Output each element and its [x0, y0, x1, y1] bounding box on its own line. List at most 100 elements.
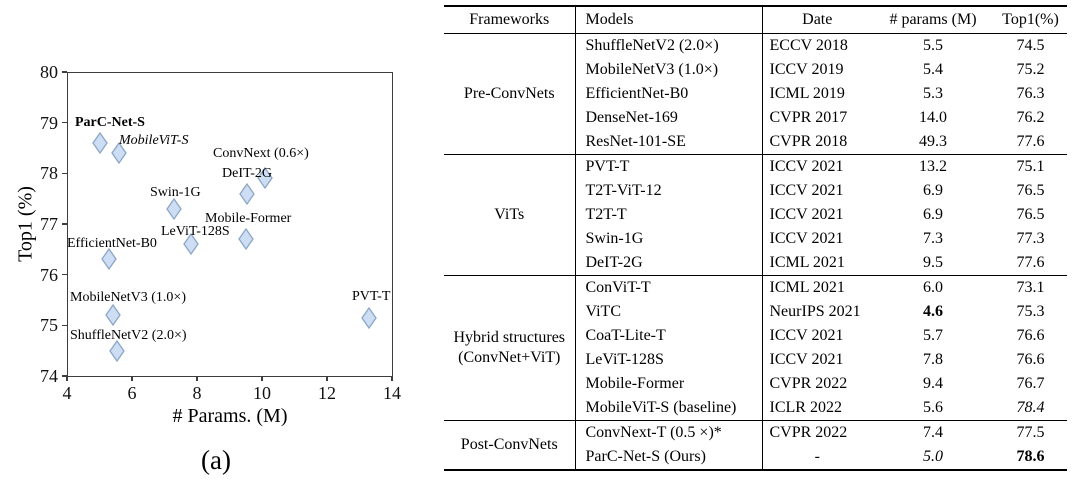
figure-a-caption: (a) — [201, 445, 231, 475]
params-cell: 6.0 — [872, 275, 994, 300]
y-tick-mark — [61, 172, 67, 175]
table-row: Swin-1G ICCV 2021 7.3 77.3 — [444, 227, 1067, 251]
y-tick-label: 77 — [40, 214, 58, 234]
top1-cell: 76.3 — [1016, 85, 1045, 102]
table-row: T2T-ViT-12 ICCV 2021 6.9 76.5 — [444, 179, 1067, 203]
y-tick-label: 79 — [40, 112, 58, 133]
params-cell: 5.4 — [923, 61, 943, 78]
point-label: LeViT-128S — [161, 224, 230, 239]
top1-cell: 76.7 — [1016, 375, 1045, 392]
top1-cell: 77.6 — [1016, 133, 1045, 150]
column-header-top1: Top1(%) — [1002, 11, 1059, 28]
scatter-point — [237, 228, 254, 251]
params-cell: 9.5 — [923, 254, 943, 271]
table-figure: Frameworks Models Date # params (M) Top1… — [444, 5, 1067, 471]
point-label: PVT-T — [352, 289, 391, 304]
results-table: Frameworks Models Date # params (M) Top1… — [444, 5, 1067, 471]
params-cell: 5.0 — [923, 448, 943, 465]
model-cell: DenseNet-169 — [575, 106, 763, 130]
top1-cell: 75.3 — [1016, 303, 1045, 320]
model-cell: ConvNext-T (0.5 ×)* — [575, 420, 763, 445]
table-row: Pre-ConvNets ShuffleNetV2 (2.0×) ECCV 2018… — [444, 33, 1067, 155]
table-row: Mobile-Former CVPR 2022 9.4 76.7 — [444, 372, 1067, 396]
scatter-point — [109, 339, 126, 362]
table-header-row: Frameworks Models Date # params (M) Top1… — [444, 6, 1067, 34]
x-tick-mark — [261, 376, 263, 381]
model-cell: MobileViT-S (baseline) — [575, 396, 763, 421]
y-tick-mark — [61, 71, 67, 73]
date-cell: ICCV 2021 — [762, 154, 872, 179]
column-header-params: # params (M) — [889, 11, 977, 28]
table-row: MobileNetV3 (1.0×) ICCV 2019 5.4 75.2 — [444, 58, 1067, 82]
y-tick-label: 80 — [40, 62, 58, 82]
framework-cell: Pre-ConvNets — [444, 33, 576, 155]
top1-cell: 76.2 — [1016, 109, 1045, 126]
scatter-point — [182, 233, 199, 256]
scatter-point — [239, 182, 256, 205]
date-cell: ICCV 2019 — [769, 61, 844, 78]
table-row: Hybrid structures (ConvNet+ViT) ConViT-T I… — [444, 275, 1067, 421]
date-cell: CVPR 2018 — [769, 133, 848, 150]
top1-cell: 77.6 — [1016, 254, 1045, 271]
x-tick-label: 6 — [127, 383, 137, 403]
model-cell: MobileNetV3 (1.0×) — [575, 58, 763, 82]
table-row: ParC-Net-S (Ours) - 5.0 78.6 — [444, 445, 1067, 470]
date-cell: ICCV 2021 — [769, 351, 844, 368]
params-cell: 49.3 — [919, 133, 947, 150]
framework-cell: Post-ConvNets — [444, 420, 576, 470]
params-cell: 7.8 — [923, 351, 943, 368]
model-cell: ShuffleNetV2 (2.0×) — [575, 33, 763, 58]
scatter-point — [166, 197, 183, 220]
y-tick-label: 78 — [40, 163, 58, 184]
y-tick-label: 74 — [40, 366, 58, 386]
date-cell: CVPR 2022 — [769, 375, 848, 392]
date-cell: - — [814, 448, 820, 465]
top1-cell: 75.2 — [1016, 61, 1045, 78]
top1-cell: 74.5 — [994, 33, 1067, 58]
params-cell: 7.3 — [923, 230, 943, 247]
table-row: T2T-T ICCV 2021 6.9 76.5 — [444, 203, 1067, 227]
scatter-point — [361, 306, 378, 329]
framework-cell: Hybrid structures (ConvNet+ViT) — [444, 275, 576, 421]
x-tick-label: 4 — [62, 383, 72, 403]
top1-cell: 78.4 — [1016, 399, 1045, 416]
params-cell: 5.6 — [923, 399, 943, 416]
plot-area — [67, 72, 393, 377]
date-cell: ICCV 2021 — [769, 206, 844, 223]
y-tick-mark — [61, 121, 67, 124]
x-tick-label: 8 — [192, 383, 202, 403]
params-cell: 9.4 — [923, 375, 943, 392]
date-cell: NeurIPS 2021 — [769, 303, 861, 320]
y-tick-mark — [61, 223, 67, 225]
point-label: MobileViT-S — [119, 133, 189, 148]
column-header-frameworks: Frameworks — [444, 6, 576, 34]
model-cell: Mobile-Former — [575, 372, 763, 396]
date-cell: ICLR 2022 — [769, 399, 842, 416]
y-tick-label: 75 — [40, 315, 58, 336]
table-row: EfficientNet-B0 ICML 2019 5.3 76.3 — [444, 82, 1067, 106]
top1-cell: 76.5 — [1016, 206, 1045, 223]
scatter-point — [257, 167, 274, 190]
point-label: Swin-1G — [150, 185, 201, 200]
point-label: EfficientNet-B0 — [67, 236, 157, 251]
scatter-point — [111, 141, 127, 165]
y-tick-mark — [61, 375, 67, 377]
top1-cell: 76.6 — [1016, 327, 1045, 344]
model-cell: T2T-ViT-12 — [575, 179, 763, 203]
x-tick-mark — [391, 376, 393, 381]
x-tick-label: 14 — [383, 383, 401, 403]
column-header-date: Date — [802, 11, 833, 28]
table-row: ViTs PVT-T ICCV 2021 13.2 75.1 — [444, 154, 1067, 276]
point-label: ShuffleNetV2 (2.0×) — [70, 328, 187, 343]
top1-cell: 77.5 — [994, 420, 1067, 445]
model-cell: CoaT-Lite-T — [575, 324, 763, 348]
params-cell: 7.4 — [872, 420, 994, 445]
date-cell: ICML 2019 — [769, 85, 845, 102]
scatter-point — [104, 304, 121, 327]
table-row: MobileViT-S (baseline) ICLR 2022 5.6 78.4 — [444, 396, 1067, 421]
model-cell: DeIT-2G — [575, 251, 763, 276]
date-cell: ECCV 2018 — [762, 33, 872, 58]
top1-cell: 73.1 — [994, 275, 1067, 300]
scatter-point — [91, 131, 108, 155]
model-cell: Swin-1G — [575, 227, 763, 251]
